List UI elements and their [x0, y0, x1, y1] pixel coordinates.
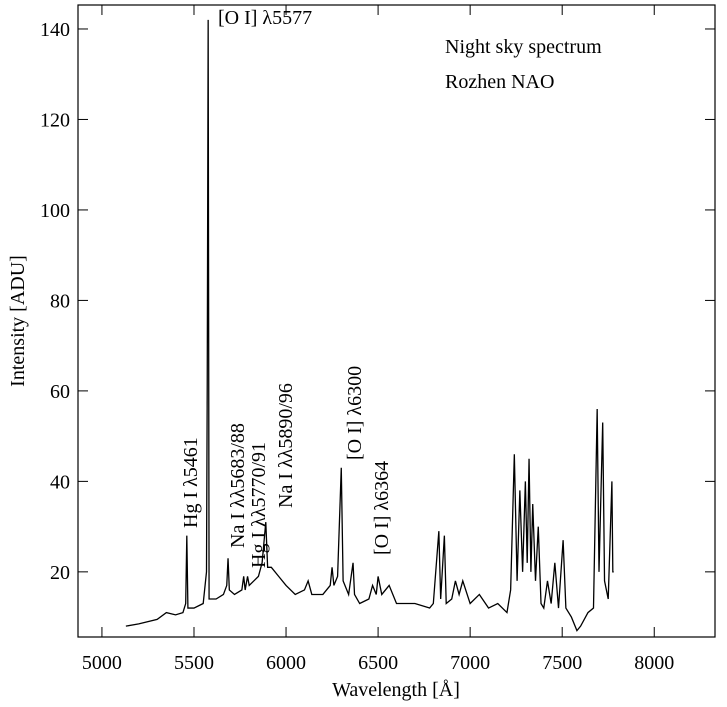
- spectrum-line: [125, 19, 614, 632]
- plot-frame: [77, 4, 716, 638]
- y-tick-label: 140: [40, 19, 70, 41]
- y-axis-label: Intensity [ADU]: [7, 255, 29, 387]
- x-tick-label: 5000: [82, 652, 122, 674]
- line-annotation: Hg I λ5461: [180, 437, 202, 528]
- x-tick-label: 6000: [266, 652, 306, 674]
- x-tick-label: 5500: [174, 652, 214, 674]
- chart-title: Night sky spectrum: [445, 36, 602, 58]
- chart-subtitle: Rozhen NAO: [445, 71, 554, 93]
- line-annotation: [O I] λ5577: [218, 7, 312, 29]
- y-tick-label: 20: [50, 562, 70, 584]
- line-annotation: Na I λλ5890/96: [275, 383, 297, 508]
- x-axis-label: Wavelength [Å]: [332, 679, 460, 701]
- line-annotation: Na I λλ5683/88: [227, 423, 249, 548]
- y-tick-label: 40: [50, 471, 70, 493]
- x-tick-label: 8000: [634, 652, 674, 674]
- y-tick-label: 120: [40, 109, 70, 131]
- y-tick-label: 60: [50, 381, 70, 403]
- line-annotation: [O I] λ6364: [371, 461, 393, 555]
- x-tick-label: 7500: [542, 652, 582, 674]
- y-tick-label: 100: [40, 200, 70, 222]
- x-tick-label: 6500: [358, 652, 398, 674]
- line-annotation: [O I] λ6300: [344, 366, 366, 460]
- y-tick-label: 80: [50, 290, 70, 312]
- line-annotation: Hg I λλ5770/91: [248, 442, 270, 568]
- x-tick-label: 7000: [450, 652, 490, 674]
